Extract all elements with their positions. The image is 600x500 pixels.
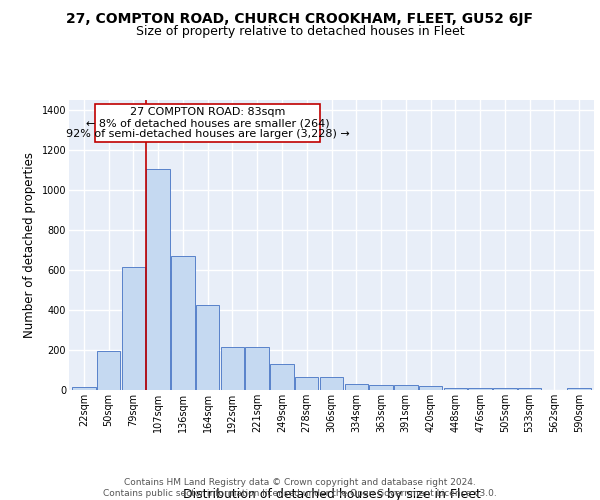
- Text: Size of property relative to detached houses in Fleet: Size of property relative to detached ho…: [136, 25, 464, 38]
- Bar: [221, 347, 244, 390]
- Bar: [419, 386, 442, 390]
- Bar: [97, 352, 121, 390]
- Y-axis label: Number of detached properties: Number of detached properties: [23, 152, 36, 338]
- Bar: [443, 388, 467, 390]
- Bar: [171, 256, 194, 390]
- Bar: [344, 384, 368, 390]
- Text: 92% of semi-detached houses are larger (3,228) →: 92% of semi-detached houses are larger (…: [66, 128, 350, 138]
- Text: ← 8% of detached houses are smaller (264): ← 8% of detached houses are smaller (264…: [86, 118, 329, 128]
- Bar: [146, 169, 170, 390]
- Bar: [320, 377, 343, 390]
- Bar: [196, 305, 220, 390]
- Bar: [369, 385, 393, 390]
- Bar: [394, 385, 418, 390]
- Bar: [493, 388, 517, 390]
- Text: Contains HM Land Registry data © Crown copyright and database right 2024.
Contai: Contains HM Land Registry data © Crown c…: [103, 478, 497, 498]
- Bar: [568, 388, 591, 390]
- Bar: [295, 377, 319, 390]
- Bar: [245, 347, 269, 390]
- Bar: [95, 104, 320, 142]
- X-axis label: Distribution of detached houses by size in Fleet: Distribution of detached houses by size …: [182, 488, 481, 500]
- Bar: [122, 267, 145, 390]
- Bar: [72, 387, 95, 390]
- Bar: [270, 364, 294, 390]
- Bar: [469, 388, 492, 390]
- Text: 27 COMPTON ROAD: 83sqm: 27 COMPTON ROAD: 83sqm: [130, 108, 286, 118]
- Text: 27, COMPTON ROAD, CHURCH CROOKHAM, FLEET, GU52 6JF: 27, COMPTON ROAD, CHURCH CROOKHAM, FLEET…: [67, 12, 533, 26]
- Bar: [518, 388, 541, 390]
